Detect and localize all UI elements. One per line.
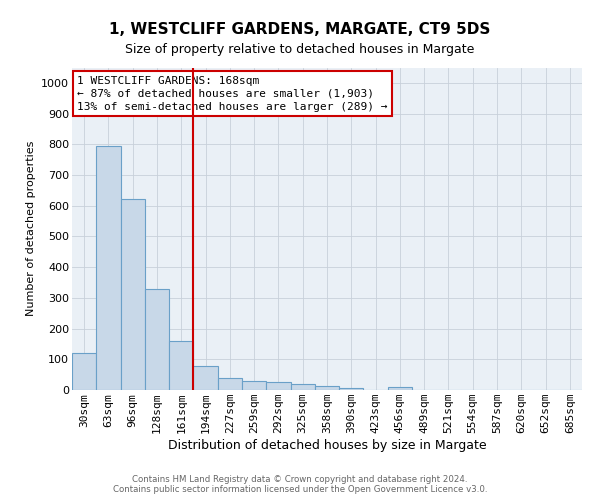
Bar xyxy=(218,378,242,390)
Bar xyxy=(193,366,218,390)
Bar xyxy=(290,384,315,390)
Text: Size of property relative to detached houses in Margate: Size of property relative to detached ho… xyxy=(125,42,475,56)
Bar xyxy=(169,341,193,390)
Bar xyxy=(145,289,169,390)
Text: Contains public sector information licensed under the Open Government Licence v3: Contains public sector information licen… xyxy=(113,485,487,494)
Bar xyxy=(121,200,145,390)
Text: 1, WESTCLIFF GARDENS, MARGATE, CT9 5DS: 1, WESTCLIFF GARDENS, MARGATE, CT9 5DS xyxy=(109,22,491,38)
X-axis label: Distribution of detached houses by size in Margate: Distribution of detached houses by size … xyxy=(167,439,487,452)
Bar xyxy=(266,382,290,390)
Text: 1 WESTCLIFF GARDENS: 168sqm
← 87% of detached houses are smaller (1,903)
13% of : 1 WESTCLIFF GARDENS: 168sqm ← 87% of det… xyxy=(77,76,388,112)
Bar xyxy=(388,387,412,390)
Bar xyxy=(72,352,96,390)
Bar xyxy=(315,386,339,390)
Y-axis label: Number of detached properties: Number of detached properties xyxy=(26,141,35,316)
Bar xyxy=(339,388,364,390)
Bar xyxy=(242,382,266,390)
Text: Contains HM Land Registry data © Crown copyright and database right 2024.: Contains HM Land Registry data © Crown c… xyxy=(132,475,468,484)
Bar xyxy=(96,146,121,390)
